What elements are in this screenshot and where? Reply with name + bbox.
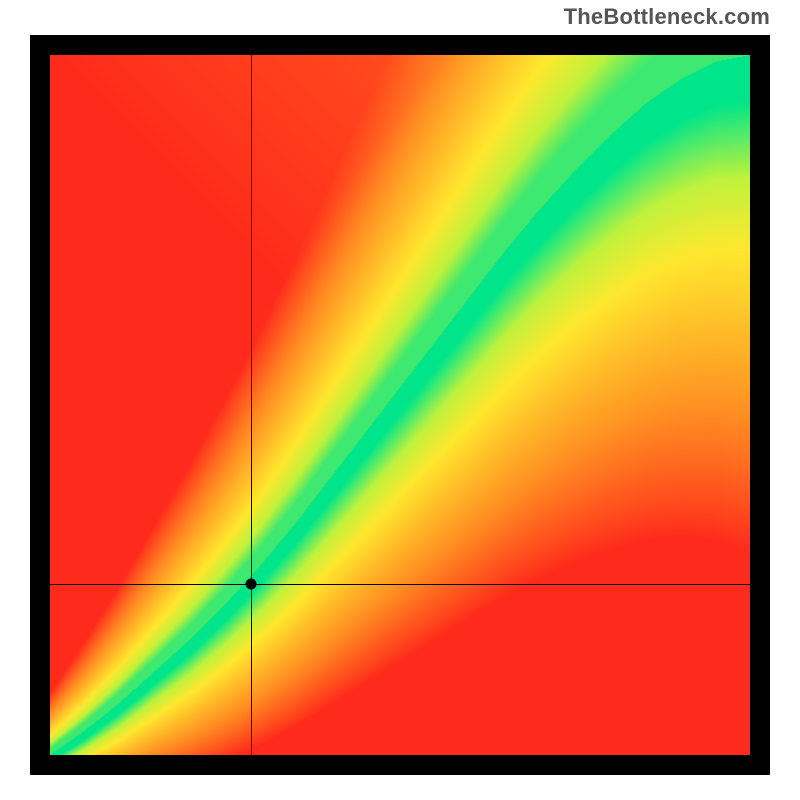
marker-dot bbox=[246, 579, 257, 590]
plot-border bbox=[30, 35, 770, 775]
chart-container: TheBottleneck.com bbox=[0, 0, 800, 800]
crosshair-horizontal bbox=[50, 584, 750, 585]
heatmap-canvas bbox=[50, 55, 750, 755]
branding-text: TheBottleneck.com bbox=[564, 4, 770, 30]
crosshair-vertical bbox=[251, 55, 252, 755]
plot-area bbox=[50, 55, 750, 755]
